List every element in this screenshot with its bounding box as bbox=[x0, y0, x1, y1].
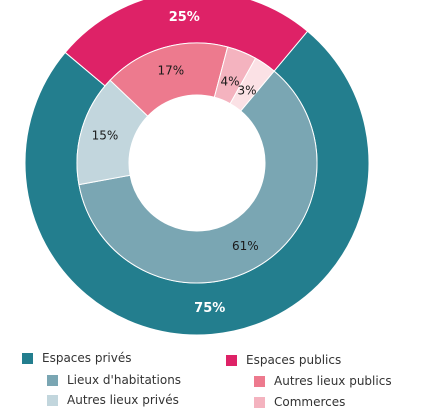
legend-label: Commerces bbox=[274, 395, 346, 409]
outer-label-espaces-prives: 75% bbox=[194, 301, 225, 316]
inner-label-lieux-d-habitations: 61% bbox=[232, 239, 259, 253]
legend-item-espaces-prives[interactable]: Espaces privés bbox=[22, 351, 131, 365]
inner-slice-lieux-d-habitations[interactable] bbox=[78, 70, 318, 284]
nested-donut-chart: 75% 25% 61% 15% 17% 4%3% bbox=[24, 0, 370, 336]
legend-label: Lieux d'habitations bbox=[67, 373, 182, 387]
inner-slice-slice-4[interactable] bbox=[229, 57, 275, 112]
legend-swatch bbox=[226, 354, 237, 366]
legend-item-autres-lieux-publics[interactable]: Autres lieux publics bbox=[254, 374, 392, 388]
legend-swatch bbox=[47, 394, 58, 406]
outer-label-espaces-publics: 25% bbox=[169, 10, 200, 25]
inner-label-autres-lieux-prives: 15% bbox=[92, 129, 119, 143]
legend-label: Autres lieux privés bbox=[67, 393, 179, 407]
inner-label-autres-lieux-publics: 17% bbox=[158, 64, 185, 78]
inner-label-commerces: 4% bbox=[220, 74, 239, 88]
legend-label: Autres lieux publics bbox=[274, 374, 392, 388]
inner-ring bbox=[76, 42, 318, 284]
legend-label: Espaces privés bbox=[42, 351, 132, 365]
legend-swatch bbox=[47, 374, 58, 386]
legend-swatch bbox=[22, 352, 33, 364]
legend-item-autres-lieux-prives[interactable]: Autres lieux privés bbox=[47, 393, 179, 407]
legend-item-commerces[interactable]: Commerces bbox=[254, 395, 345, 409]
legend-swatch bbox=[254, 375, 265, 387]
inner-label-slice-4: 3% bbox=[237, 84, 256, 98]
legend-swatch bbox=[254, 396, 265, 408]
data-labels: 75% 25% 61% 15% 17% 4%3% bbox=[92, 10, 259, 316]
legend-item-lieux-habitations[interactable]: Lieux d'habitations bbox=[47, 373, 181, 387]
legend-label: Espaces publics bbox=[246, 353, 342, 367]
legend-item-espaces-publics[interactable]: Espaces publics bbox=[226, 353, 341, 367]
